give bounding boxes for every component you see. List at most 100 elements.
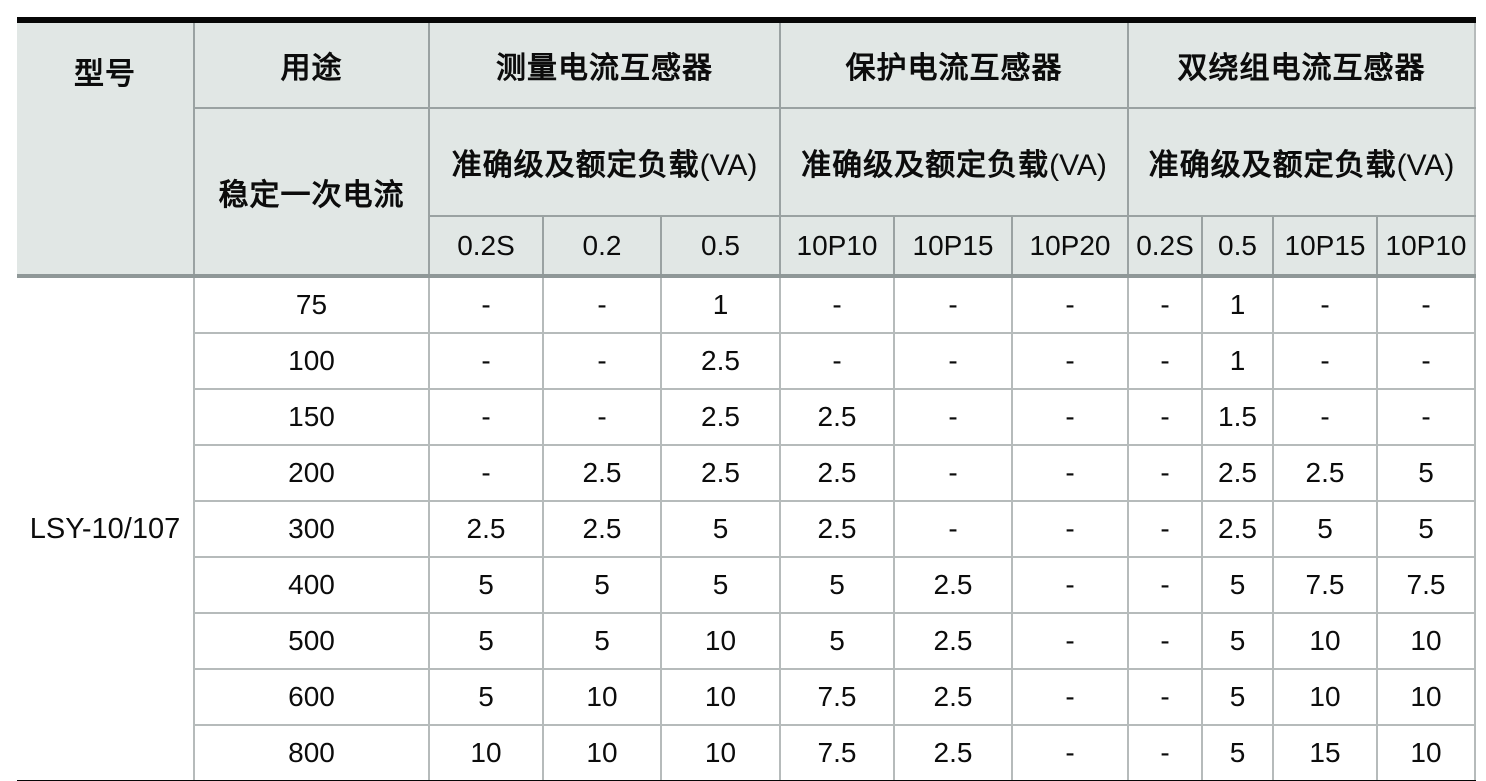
value-cell: 10 (428, 724, 544, 781)
value-cell: - (1272, 275, 1378, 334)
value-cell: 10 (542, 724, 662, 781)
value-cell: 5 (542, 556, 662, 614)
value-cell: - (1011, 724, 1129, 781)
value-cell: - (779, 332, 895, 390)
value-cell: 2.5 (1201, 500, 1274, 558)
value-cell: - (1376, 388, 1476, 446)
value-cell: - (893, 275, 1013, 334)
table-row: 150- -2.5 2.5- - -1.5- - (17, 388, 1476, 446)
value-cell: 5 (542, 612, 662, 670)
header-class-0.2S-measuring: 0.2S (428, 215, 544, 278)
value-cell: - (1127, 724, 1203, 781)
table-row: 600 5 10 10 7.5 2.5- -5 10 10 (17, 668, 1476, 726)
value-cell: - (1127, 332, 1203, 390)
value-cell: 2.5 (779, 500, 895, 558)
table-row: 200-2.5 2.5 2.5- - -2.5 2.5 5 (17, 444, 1476, 502)
value-cell: 5 (1201, 556, 1274, 614)
value-cell: 1 (1201, 275, 1274, 334)
value-cell: - (1127, 275, 1203, 334)
value-cell: - (1127, 668, 1203, 726)
primary-current-cell: 800 (193, 724, 430, 781)
table-row: 300 2.5 2.5 5 2.5- - -2.5 5 5 (17, 500, 1476, 558)
value-cell: 2.5 (660, 388, 781, 446)
value-cell: 10 (1272, 668, 1378, 726)
value-cell: - (542, 275, 662, 334)
primary-current-cell: 200 (193, 444, 430, 502)
header-row-classes: 0.2S 0.2 0.5 10P10 10P15 10P20 0.2S 0.5 … (17, 215, 1476, 278)
value-cell: - (1127, 444, 1203, 502)
primary-current-cell: 300 (193, 500, 430, 558)
value-cell: - (542, 332, 662, 390)
value-cell: - (1376, 275, 1476, 334)
value-cell: 2.5 (660, 332, 781, 390)
value-cell: 10 (1376, 724, 1476, 781)
value-cell: 5 (1376, 500, 1476, 558)
value-cell: - (1011, 275, 1129, 334)
table-row: 100- -2.5- - - -1- - (17, 332, 1476, 390)
value-cell: - (428, 332, 544, 390)
value-cell: - (1127, 612, 1203, 670)
value-cell: 5 (428, 612, 544, 670)
load-label: 准确级及额定负载 (1148, 149, 1397, 182)
value-cell: - (1127, 556, 1203, 614)
value-cell: 2.5 (893, 612, 1013, 670)
load-unit: (VA) (1049, 149, 1107, 182)
value-cell: - (893, 388, 1013, 446)
value-cell: 10 (660, 668, 781, 726)
value-cell: - (1272, 332, 1378, 390)
value-cell: - (1011, 444, 1129, 502)
value-cell: 2.5 (893, 724, 1013, 781)
value-cell: 5 (779, 556, 895, 614)
value-cell: - (428, 388, 544, 446)
primary-current-cell: 75 (193, 275, 430, 334)
value-cell: 5 (660, 500, 781, 558)
value-cell: 2.5 (428, 500, 544, 558)
value-cell: - (1011, 500, 1129, 558)
header-class-10P15-dual: 10P15 (1272, 215, 1378, 278)
value-cell: - (1011, 556, 1129, 614)
load-unit: (VA) (699, 149, 758, 182)
header-class-10P15-protection: 10P15 (893, 215, 1013, 278)
value-cell: - (1127, 500, 1203, 558)
value-cell: 10 (542, 668, 662, 726)
table-row: 800 10 10 10 7.5 2.5- -5 15 10 (17, 724, 1476, 781)
value-cell: 5 (428, 668, 544, 726)
value-cell: 7.5 (779, 724, 895, 781)
load-label: 准确级及额定负载 (451, 149, 700, 182)
primary-current-cell: 400 (193, 556, 430, 614)
table-body: LSY-10/107 75- -1- - - -1- -100- -2.5- - - -1- -150… (17, 275, 1476, 781)
value-cell: 1 (660, 275, 781, 334)
header-class-0.5-dual: 0.5 (1201, 215, 1274, 278)
header-row-groups: 型号 用途 测量电流互感器 保护电流互感器 双绕组电流互感器 (17, 19, 1476, 278)
header-model: 型号 (17, 19, 195, 278)
ct-spec-table: 型号 用途 测量电流互感器 保护电流互感器 双绕组电流互感器 稳定一次电流 准确… (17, 17, 1476, 781)
value-cell: 2.5 (893, 556, 1013, 614)
header-class-0.2S-dual: 0.2S (1127, 215, 1203, 278)
value-cell: 10 (1376, 668, 1476, 726)
value-cell: - (1011, 388, 1129, 446)
value-cell: 2.5 (660, 444, 781, 502)
value-cell: 5 (1201, 668, 1274, 726)
value-cell: - (428, 444, 544, 502)
value-cell: 1.5 (1201, 388, 1274, 446)
header-group-measuring: 测量电流互感器 (428, 19, 781, 109)
value-cell: - (1272, 388, 1378, 446)
value-cell: - (893, 332, 1013, 390)
value-cell: - (1127, 388, 1203, 446)
value-cell: 5 (1272, 500, 1378, 558)
header-primary-current: 稳定一次电流 (193, 107, 430, 278)
value-cell: 2.5 (1272, 444, 1378, 502)
value-cell: 7.5 (779, 668, 895, 726)
value-cell: 10 (1376, 612, 1476, 670)
value-cell: - (1011, 332, 1129, 390)
value-cell: 2.5 (542, 500, 662, 558)
header-load-dual-winding: 准确级及额定负载(VA) (1127, 107, 1476, 217)
value-cell: - (1011, 668, 1129, 726)
primary-current-cell: 150 (193, 388, 430, 446)
value-cell: - (779, 275, 895, 334)
header-class-10P10-protection: 10P10 (779, 215, 895, 278)
value-cell: 7.5 (1376, 556, 1476, 614)
value-cell: - (542, 388, 662, 446)
value-cell: 10 (1272, 612, 1378, 670)
